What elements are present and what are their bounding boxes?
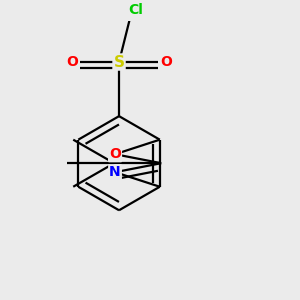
Text: O: O	[109, 147, 121, 161]
Text: O: O	[160, 55, 172, 69]
Text: N: N	[109, 165, 121, 179]
Text: O: O	[66, 55, 78, 69]
Text: Cl: Cl	[128, 3, 143, 17]
Text: S: S	[113, 55, 124, 70]
